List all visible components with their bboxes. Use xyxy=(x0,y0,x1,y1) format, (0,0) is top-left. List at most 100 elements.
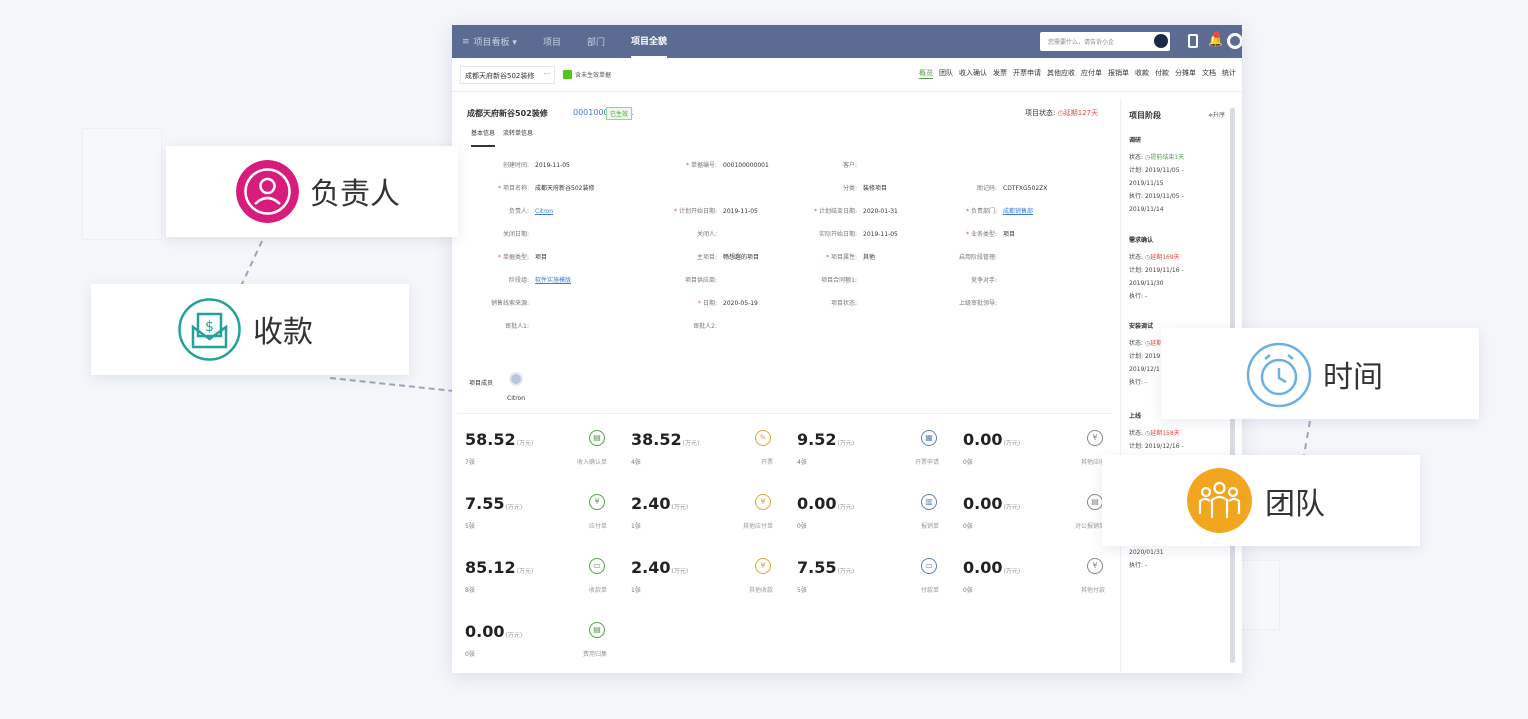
field-label: * 单据类型: xyxy=(498,254,529,261)
stage-line: 2019/12/1 xyxy=(1129,366,1160,373)
project-info-card: 成都天府新谷502装修 000100000001 已生效 项目状态: ◷延期12… xyxy=(457,98,1112,414)
tab-module[interactable]: 文档 xyxy=(1202,69,1216,77)
nav-department[interactable]: 部门 xyxy=(586,38,605,48)
field-label: 项目合同额1: xyxy=(821,277,857,284)
project-code: 000100000001 xyxy=(573,108,635,117)
document-icon: ¥ xyxy=(589,494,605,510)
stat-card[interactable]: 0.00(万元) 0张 ¥ 其他应收 xyxy=(955,420,1113,478)
menu-icon[interactable]: ≡ xyxy=(462,36,470,47)
form-field: 启用阶段管理: xyxy=(927,252,1003,261)
field-label: 实际开始日期: xyxy=(818,231,857,238)
form-field: 阶段组: 软件实施模版 xyxy=(457,275,571,284)
stat-card[interactable]: 0.00(万元) 0张 ▥ 报销单 xyxy=(789,484,947,542)
form-field: 实际开始日期: 2019-11-05 xyxy=(777,229,898,238)
tab-module[interactable]: 报销单 xyxy=(1108,69,1129,77)
tab-module[interactable]: 团队 xyxy=(939,69,953,77)
stage-line: 状态: ◷延期 xyxy=(1129,340,1163,347)
stage-line: 计划: 2019/11/05 - xyxy=(1129,167,1184,174)
tab-module[interactable]: 统计 xyxy=(1222,69,1236,77)
notification-dot xyxy=(1213,31,1220,38)
checkbox-checked-icon xyxy=(563,70,572,79)
stat-count: 4张 xyxy=(631,459,641,466)
search-input[interactable]: 您需要什么，请告诉小企 xyxy=(1040,32,1170,51)
stat-card[interactable]: 7.55(万元) 5张 ▭ 付款单 xyxy=(789,548,947,606)
field-label: 项目供应商: xyxy=(684,277,717,284)
stat-card[interactable]: 58.52(万元) 7张 ▤ 收入确认单 xyxy=(457,420,615,478)
stage-name: 调研 xyxy=(1129,137,1142,144)
assistant-robot-icon[interactable] xyxy=(1154,34,1168,48)
alarm-clock-icon xyxy=(1246,342,1312,408)
document-icon: ▤ xyxy=(589,622,605,638)
sort-button[interactable]: ≑升序 xyxy=(1207,112,1225,119)
nav-project-board[interactable]: 项目看板 ▾ xyxy=(473,38,517,48)
tab-basic-info[interactable]: 基本信息 xyxy=(471,128,496,147)
stage-name: 需求确认 xyxy=(1129,237,1154,244)
include-inactive-checkbox[interactable]: 含未生效单据 xyxy=(563,70,611,79)
stat-card[interactable]: 9.52(万元) 4张 ▦ 开票申请 xyxy=(789,420,947,478)
form-field: 负责人: Citron xyxy=(457,206,553,215)
team-icon xyxy=(1187,468,1252,533)
stage-line: 2020/01/31 xyxy=(1129,549,1164,556)
tab-module[interactable]: 分摊单 xyxy=(1175,69,1196,77)
member-name: Citron xyxy=(507,395,526,402)
form-field: 审批人1: xyxy=(457,321,535,330)
project-selector[interactable]: 成都天府新谷502装修 ··· xyxy=(460,65,555,84)
more-icon[interactable]: ··· xyxy=(543,69,550,78)
stat-card[interactable]: 0.00(万元) 0张 ▤ 费用归集 xyxy=(457,612,615,670)
stat-card[interactable]: 85.12(万元) 8张 ▭ 收款单 xyxy=(457,548,615,606)
document-icon: ¥ xyxy=(755,558,771,574)
form-field: * 单据编号: 000100000001 xyxy=(617,160,769,169)
stat-value: 0.00(万元) xyxy=(797,494,855,513)
callout-payment-text: 收款 xyxy=(253,315,313,350)
sub-toolbar: 成都天府新谷502装修 ··· 含未生效单据 概览 团队 收入确认 发票 开票申请 其他应… xyxy=(452,58,1242,92)
form-field: 上级审批领导: xyxy=(927,298,1003,307)
form-field: * 业务类型: 项目 xyxy=(927,229,1015,238)
field-value: 2020-05-19 xyxy=(723,300,758,307)
tab-module[interactable]: 开票申请 xyxy=(1013,69,1041,77)
stat-card[interactable]: 38.52(万元) 4张 ✎ 开票 xyxy=(623,420,781,478)
stat-card[interactable]: 2.40(万元) 1张 ¥ 其他应付单 xyxy=(623,484,781,542)
stat-name: 对公报销单 xyxy=(1074,523,1105,530)
field-value[interactable]: 成都销售部 xyxy=(1003,208,1034,215)
tab-module[interactable]: 发票 xyxy=(993,69,1007,77)
tab-module[interactable]: 概览 xyxy=(919,69,933,79)
stat-card[interactable]: 7.55(万元) 5张 ¥ 应付单 xyxy=(457,484,615,542)
stat-card[interactable]: 0.00(万元) 0张 ¥ 其他付款 xyxy=(955,548,1113,606)
stat-name: 其他应收 xyxy=(1080,459,1105,466)
tab-flow-info[interactable]: 流转单信息 xyxy=(503,130,534,137)
stat-card[interactable]: 2.40(万元) 1张 ¥ 其他收款 xyxy=(623,548,781,606)
stage-line: 2019/11/30 xyxy=(1129,280,1164,287)
stat-card[interactable]: 0.00(万元) 0张 ▤ 对公报销单 xyxy=(955,484,1113,542)
stage-line: 执行: - xyxy=(1129,293,1148,300)
stage-line: 状态: ◷提前结束1天 xyxy=(1129,154,1185,161)
field-label: 上级审批领导: xyxy=(958,300,997,307)
stat-count: 1张 xyxy=(631,523,641,530)
project-status: 项目状态: ◷延期127天 xyxy=(1025,108,1098,118)
stat-value: 2.40(万元) xyxy=(631,558,689,577)
stat-name: 付款单 xyxy=(920,587,939,594)
member-avatar[interactable] xyxy=(509,372,523,386)
stat-count: 0张 xyxy=(465,651,475,658)
user-avatar[interactable] xyxy=(1227,33,1242,49)
callout-time: 时间 xyxy=(1161,328,1479,419)
stat-value: 58.52(万元) xyxy=(465,430,534,449)
tab-module[interactable]: 付款 xyxy=(1155,69,1169,77)
field-label: 项目状态: xyxy=(830,300,857,307)
field-label: 审批人2: xyxy=(693,323,717,330)
tab-module[interactable]: 收入确认 xyxy=(959,69,987,77)
stat-count: 0张 xyxy=(963,459,973,466)
tab-module[interactable]: 应付单 xyxy=(1081,69,1102,77)
field-value[interactable]: 软件实施模版 xyxy=(535,277,572,284)
svg-text:$: $ xyxy=(205,319,214,335)
document-icon: ▦ xyxy=(921,430,937,446)
nav-projects[interactable]: 项目 xyxy=(542,38,561,48)
tab-module[interactable]: 其他应收 xyxy=(1047,69,1075,77)
tab-module[interactable]: 收款 xyxy=(1135,69,1149,77)
stage-line: 2019/11/15 xyxy=(1129,180,1164,187)
document-icon: ▭ xyxy=(589,558,605,574)
field-value[interactable]: Citron xyxy=(535,208,554,215)
field-label: 助记码: xyxy=(976,185,997,192)
field-value: 畅想趣的项目 xyxy=(723,254,760,261)
nav-project-overview[interactable]: 项目全貌 xyxy=(630,25,667,58)
phone-icon[interactable] xyxy=(1188,34,1198,48)
